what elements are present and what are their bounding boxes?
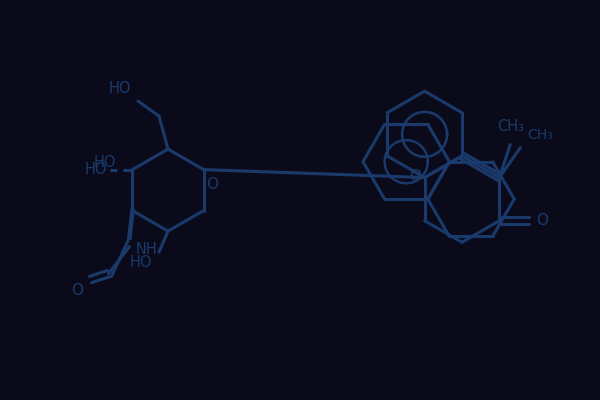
- Text: HO: HO: [130, 255, 152, 270]
- Text: O: O: [71, 282, 83, 298]
- Text: CH₃: CH₃: [527, 128, 553, 142]
- Text: HO: HO: [93, 155, 116, 170]
- Text: NH: NH: [136, 242, 157, 257]
- Text: HO: HO: [108, 81, 131, 96]
- Text: O: O: [536, 213, 548, 228]
- Text: O: O: [206, 177, 218, 192]
- Text: O: O: [410, 169, 422, 184]
- Text: HO: HO: [84, 162, 107, 177]
- Text: CH₃: CH₃: [497, 119, 524, 134]
